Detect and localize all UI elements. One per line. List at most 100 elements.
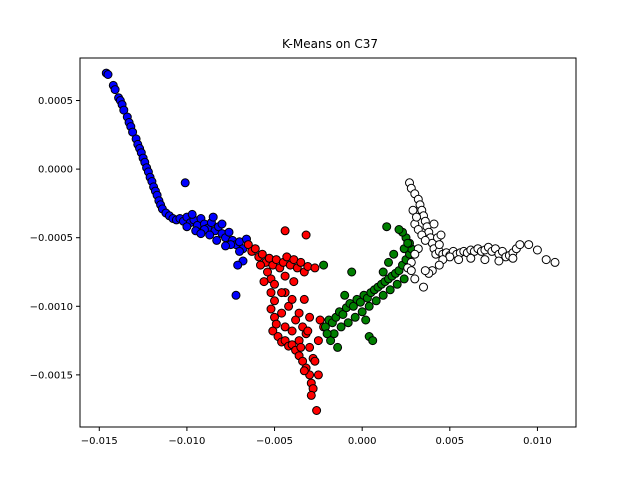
data-point: [263, 267, 272, 277]
cluster-0: [101, 68, 251, 300]
data-point: [256, 260, 265, 270]
data-point: [277, 308, 287, 318]
data-point: [355, 297, 365, 307]
data-point: [406, 266, 416, 276]
data-point: [515, 240, 525, 250]
x-axis: −0.015 −0.010 −0.005 0.000 0.005 0.010: [81, 427, 552, 447]
data-point: [429, 219, 439, 229]
data-point: [313, 370, 323, 380]
y-tick-label: 0.0005: [38, 96, 73, 107]
data-point: [310, 356, 320, 366]
data-point: [361, 315, 371, 325]
data-point: [550, 257, 560, 267]
data-point: [119, 105, 129, 115]
y-tick-label: −0.0010: [30, 302, 73, 313]
data-point: [466, 253, 476, 263]
y-tick-label: −0.0015: [30, 370, 73, 381]
data-point: [508, 253, 518, 263]
y-axis: 0.0005 0.0000 −0.0005 −0.0010 −0.0015: [30, 96, 80, 381]
data-point: [399, 274, 409, 284]
data-point: [231, 290, 241, 300]
data-point: [410, 249, 420, 259]
data-point: [180, 178, 190, 188]
data-point: [284, 301, 294, 311]
data-point: [259, 277, 269, 287]
x-tick-label: 0.000: [348, 436, 377, 447]
data-point: [532, 245, 542, 255]
data-point: [392, 279, 402, 289]
cluster-3: [403, 178, 560, 292]
data-point: [224, 227, 234, 237]
data-point: [494, 256, 504, 266]
data-point: [319, 260, 329, 270]
cluster-1: [243, 226, 329, 415]
data-point: [434, 260, 444, 270]
data-point: [312, 406, 322, 415]
axes-frame: [79, 57, 577, 428]
data-point: [313, 336, 323, 346]
data-point: [333, 342, 343, 352]
data-point: [357, 307, 367, 317]
data-point: [348, 301, 358, 311]
data-point: [403, 238, 413, 248]
x-tick-label: −0.005: [256, 436, 293, 447]
data-point: [221, 241, 230, 251]
data-point: [266, 304, 276, 314]
data-point: [257, 249, 267, 259]
y-tick-label: 0.0000: [38, 165, 73, 176]
data-point: [287, 294, 297, 304]
data-point: [212, 235, 222, 245]
data-point: [270, 279, 279, 289]
data-point: [524, 240, 534, 250]
data-point: [280, 322, 290, 332]
data-point: [382, 222, 392, 232]
data-point: [419, 282, 428, 292]
data-point: [436, 230, 446, 240]
data-point: [412, 212, 421, 222]
data-point: [340, 290, 350, 300]
data-point: [303, 262, 313, 271]
data-point: [350, 312, 360, 322]
data-point: [301, 230, 311, 240]
data-point: [336, 322, 346, 332]
data-point: [277, 288, 287, 298]
data-point: [389, 249, 399, 259]
data-point: [266, 288, 276, 298]
data-point: [310, 263, 320, 273]
data-point: [303, 326, 313, 336]
data-point: [205, 230, 215, 240]
data-point: [385, 285, 395, 295]
data-point: [541, 255, 551, 265]
data-point: [287, 326, 297, 336]
x-tick-label: −0.010: [168, 436, 205, 447]
data-point: [364, 301, 374, 311]
data-point: [233, 260, 243, 270]
data-point: [305, 312, 315, 322]
data-point: [420, 235, 430, 245]
data-point: [343, 318, 353, 328]
data-point: [235, 246, 244, 256]
data-point: [368, 336, 378, 346]
data-point: [291, 315, 301, 325]
chart-title: K-Means on C37: [282, 37, 378, 51]
data-point: [289, 277, 299, 287]
data-point: [306, 390, 316, 400]
y-tick-label: −0.0005: [30, 233, 73, 244]
data-point: [299, 366, 309, 376]
data-point: [480, 255, 490, 265]
data-point: [434, 240, 444, 250]
data-point: [410, 274, 420, 284]
data-point: [299, 294, 309, 304]
x-tick-label: 0.010: [523, 436, 552, 447]
data-point: [271, 319, 281, 329]
data-point: [394, 225, 404, 234]
data-point: [280, 271, 290, 281]
data-point: [294, 308, 304, 318]
data-point: [371, 296, 381, 306]
data-point: [326, 336, 336, 346]
data-point: [305, 342, 315, 352]
data-point: [280, 226, 290, 236]
data-point: [454, 255, 464, 265]
